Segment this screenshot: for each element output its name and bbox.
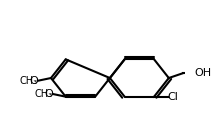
Text: O: O xyxy=(29,76,38,86)
Text: Cl: Cl xyxy=(168,92,179,102)
Text: OH: OH xyxy=(194,68,212,78)
Text: CH₃: CH₃ xyxy=(20,76,38,86)
Text: CH₃: CH₃ xyxy=(34,89,53,99)
Text: O: O xyxy=(44,89,53,99)
